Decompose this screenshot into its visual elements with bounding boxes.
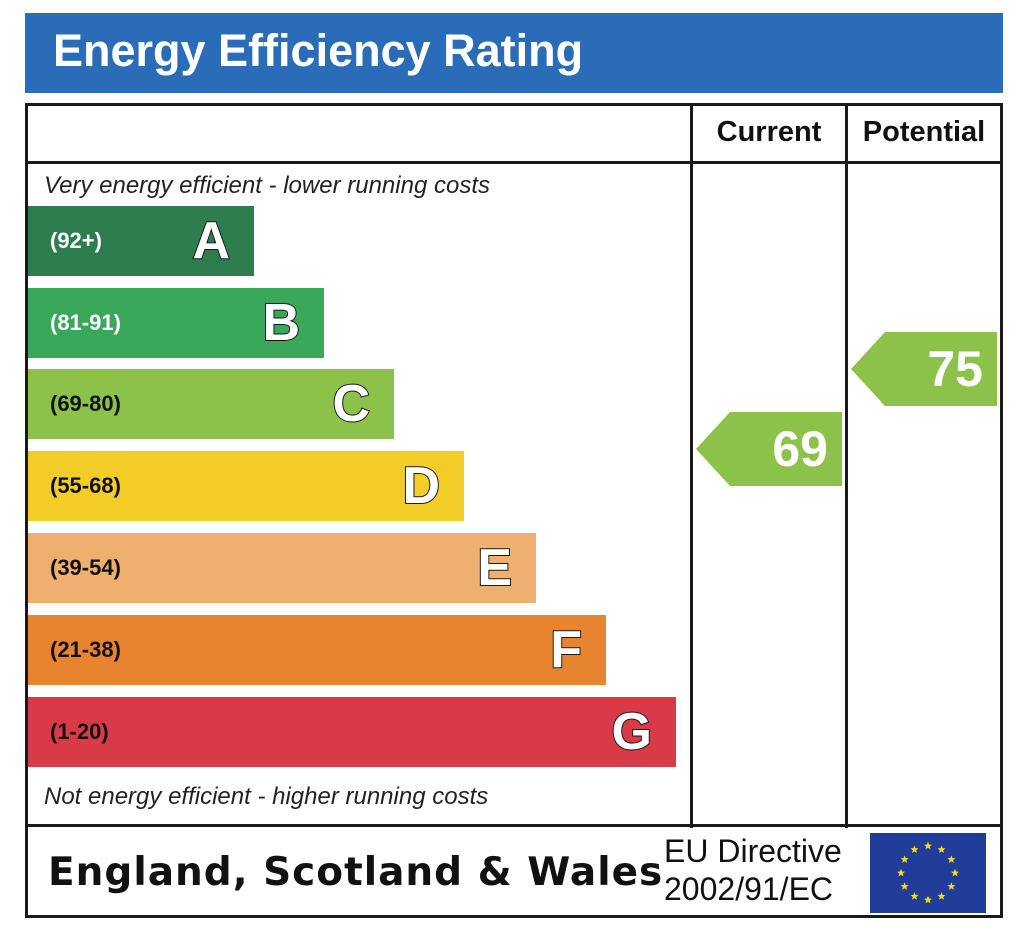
current-rating-arrow: 69 (696, 412, 842, 486)
rating-chart: Current Potential Very energy efficient … (25, 103, 1003, 918)
header-divider (28, 161, 1000, 164)
band-c: (69-80) C (28, 369, 394, 439)
eu-star-icon (937, 845, 946, 854)
band-g: (1-20) G (28, 697, 676, 767)
eu-star-icon (924, 895, 932, 904)
potential-rating-value: 75 (927, 341, 983, 398)
band-b: (81-91) B (28, 288, 324, 358)
column-divider-current (690, 106, 693, 828)
band-d: (55-68) D (28, 451, 464, 521)
band-letter: F (549, 620, 583, 680)
current-rating-value: 69 (772, 421, 828, 477)
band-range: (92+) (50, 228, 102, 253)
eu-star-icon (924, 841, 932, 850)
eu-star-icon (897, 868, 905, 877)
title-bar: Energy Efficiency Rating (25, 13, 1003, 93)
band-range: (21-38) (50, 637, 121, 662)
band-letter: D (401, 456, 441, 516)
band-range: (55-68) (50, 473, 121, 498)
potential-rating-arrow: 75 (851, 332, 997, 407)
column-header-current: Current (716, 116, 822, 148)
band-range: (1-20) (50, 719, 109, 744)
eu-star-icon (947, 855, 956, 863)
column-header-potential: Potential (862, 116, 986, 148)
note-inefficient: Not energy efficient - higher running co… (44, 783, 489, 810)
band-letter: B (261, 293, 301, 353)
eu-flag-icon (870, 833, 986, 913)
eu-star-icon (910, 892, 919, 900)
band-letter: E (476, 538, 513, 598)
column-divider-potential (845, 106, 848, 828)
band-range: (39-54) (50, 555, 121, 580)
eu-star-icon (900, 882, 909, 890)
band-letter: A (191, 211, 231, 271)
directive-line-1: EU Directive (664, 833, 842, 869)
band-letter: G (611, 702, 653, 762)
band-e: (39-54) E (28, 533, 536, 603)
footer-country: England, Scotland & Wales (48, 850, 664, 895)
band-range: (69-80) (50, 391, 121, 416)
footer-directive: EU Directive 2002/91/EC (664, 832, 842, 908)
band-letter: C (331, 374, 371, 434)
band-range: (81-91) (50, 310, 121, 335)
eu-star-icon (951, 868, 959, 877)
eu-star-icon (910, 845, 919, 854)
eu-star-icon (947, 882, 956, 890)
eu-star-icon (900, 855, 909, 863)
band-a: (92+) A (28, 206, 254, 276)
eu-star-icon (937, 892, 946, 900)
band-f: (21-38) F (28, 615, 606, 685)
page-title: Energy Efficiency Rating (53, 25, 584, 76)
footer-divider (28, 824, 1000, 827)
directive-line-2: 2002/91/EC (664, 871, 834, 907)
note-efficient: Very energy efficient - lower running co… (44, 172, 490, 199)
